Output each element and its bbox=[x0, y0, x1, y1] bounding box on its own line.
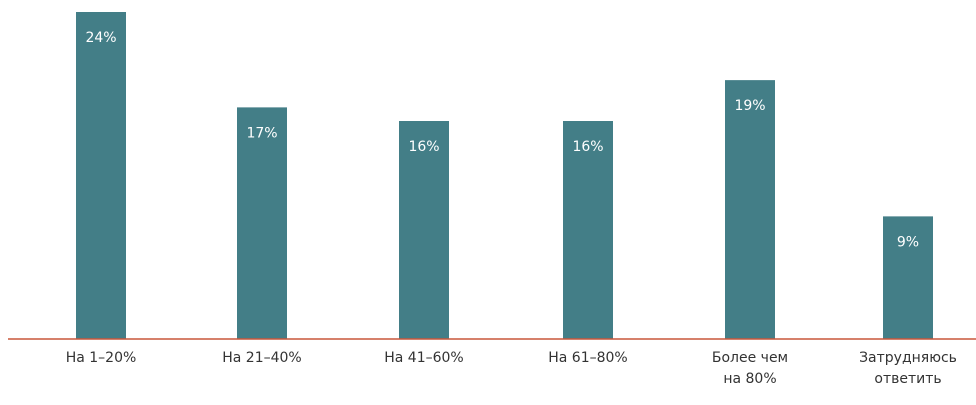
bar-6 bbox=[883, 216, 933, 339]
category-label: На 41–60% bbox=[384, 350, 464, 366]
category-label-line: на 80% bbox=[723, 371, 776, 387]
category-label-line: Более чем bbox=[712, 350, 788, 366]
bar-value-label: 16% bbox=[572, 139, 603, 155]
category-label-line: Затрудняюсь bbox=[859, 350, 957, 366]
category-label-line: На 21–40% bbox=[222, 350, 302, 366]
category-label: Более чем на 80% bbox=[712, 350, 788, 387]
bar-value-label: 9% bbox=[897, 234, 919, 250]
bar-2 bbox=[237, 107, 287, 339]
category-label: На 1–20% bbox=[66, 350, 137, 366]
bar-value-label: 24% bbox=[85, 30, 116, 46]
bar-4 bbox=[563, 121, 613, 339]
bar-value-label: 19% bbox=[734, 98, 765, 114]
bar-3 bbox=[399, 121, 449, 339]
bar-1 bbox=[76, 12, 126, 339]
bar-value-label: 16% bbox=[408, 139, 439, 155]
category-labels-group: На 1–20% На 21–40% На 41–60% На 61–80% Более… bbox=[66, 350, 957, 387]
category-label: На 61–80% bbox=[548, 350, 628, 366]
category-label-line: На 1–20% bbox=[66, 350, 137, 366]
category-label-line: На 61–80% bbox=[548, 350, 628, 366]
bar-5 bbox=[725, 80, 775, 339]
bar-value-label: 17% bbox=[246, 125, 277, 141]
bars-group: 24% 17% 16% 16% 19% 9% bbox=[76, 12, 933, 339]
category-label: Затрудняюсь ответить bbox=[859, 350, 957, 387]
category-label-line: На 41–60% bbox=[384, 350, 464, 366]
category-label: На 21–40% bbox=[222, 350, 302, 366]
category-label-line: ответить bbox=[874, 371, 941, 387]
